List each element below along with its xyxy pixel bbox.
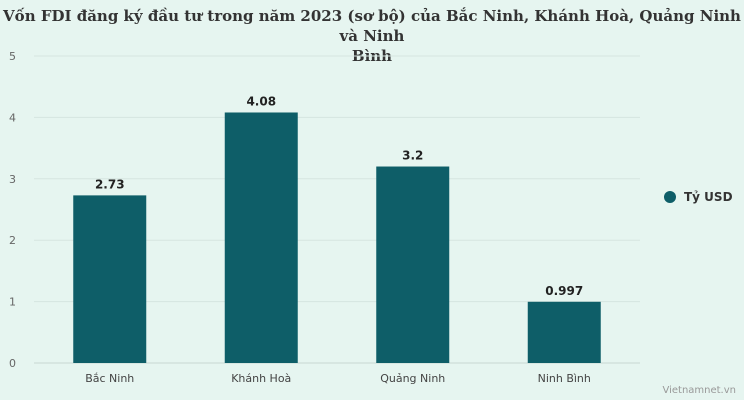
- x-tick-label: Bắc Ninh: [85, 372, 134, 385]
- bar[interactable]: [527, 301, 601, 363]
- source-credit: Vietnamnet.vn: [662, 385, 736, 396]
- y-tick-label: 0: [9, 357, 16, 370]
- data-label: 2.73: [95, 177, 125, 191]
- x-tick-label: Quảng Ninh: [380, 372, 445, 385]
- chart-title: Vốn FDI đăng ký đầu tư trong năm 2023 (s…: [0, 6, 744, 66]
- x-tick-label: Ninh Bình: [538, 372, 591, 385]
- bar[interactable]: [376, 166, 450, 363]
- legend[interactable]: Tỷ USD: [664, 190, 733, 204]
- data-label: 0.997: [545, 284, 583, 298]
- y-tick-label: 1: [9, 296, 16, 309]
- data-label: 3.2: [402, 149, 423, 163]
- legend-label: Tỷ USD: [684, 190, 733, 204]
- y-tick-label: 2: [9, 234, 16, 247]
- legend-swatch: [664, 191, 676, 203]
- y-tick-label: 4: [9, 111, 16, 124]
- y-tick-label: 5: [9, 50, 16, 63]
- chart-title-line-1: Vốn FDI đăng ký đầu tư trong năm 2023 (s…: [3, 7, 741, 45]
- x-tick-label: Khánh Hoà: [231, 372, 291, 385]
- bar[interactable]: [73, 195, 147, 363]
- data-label: 4.08: [246, 94, 276, 108]
- y-tick-label: 3: [9, 173, 16, 186]
- bar[interactable]: [224, 112, 298, 363]
